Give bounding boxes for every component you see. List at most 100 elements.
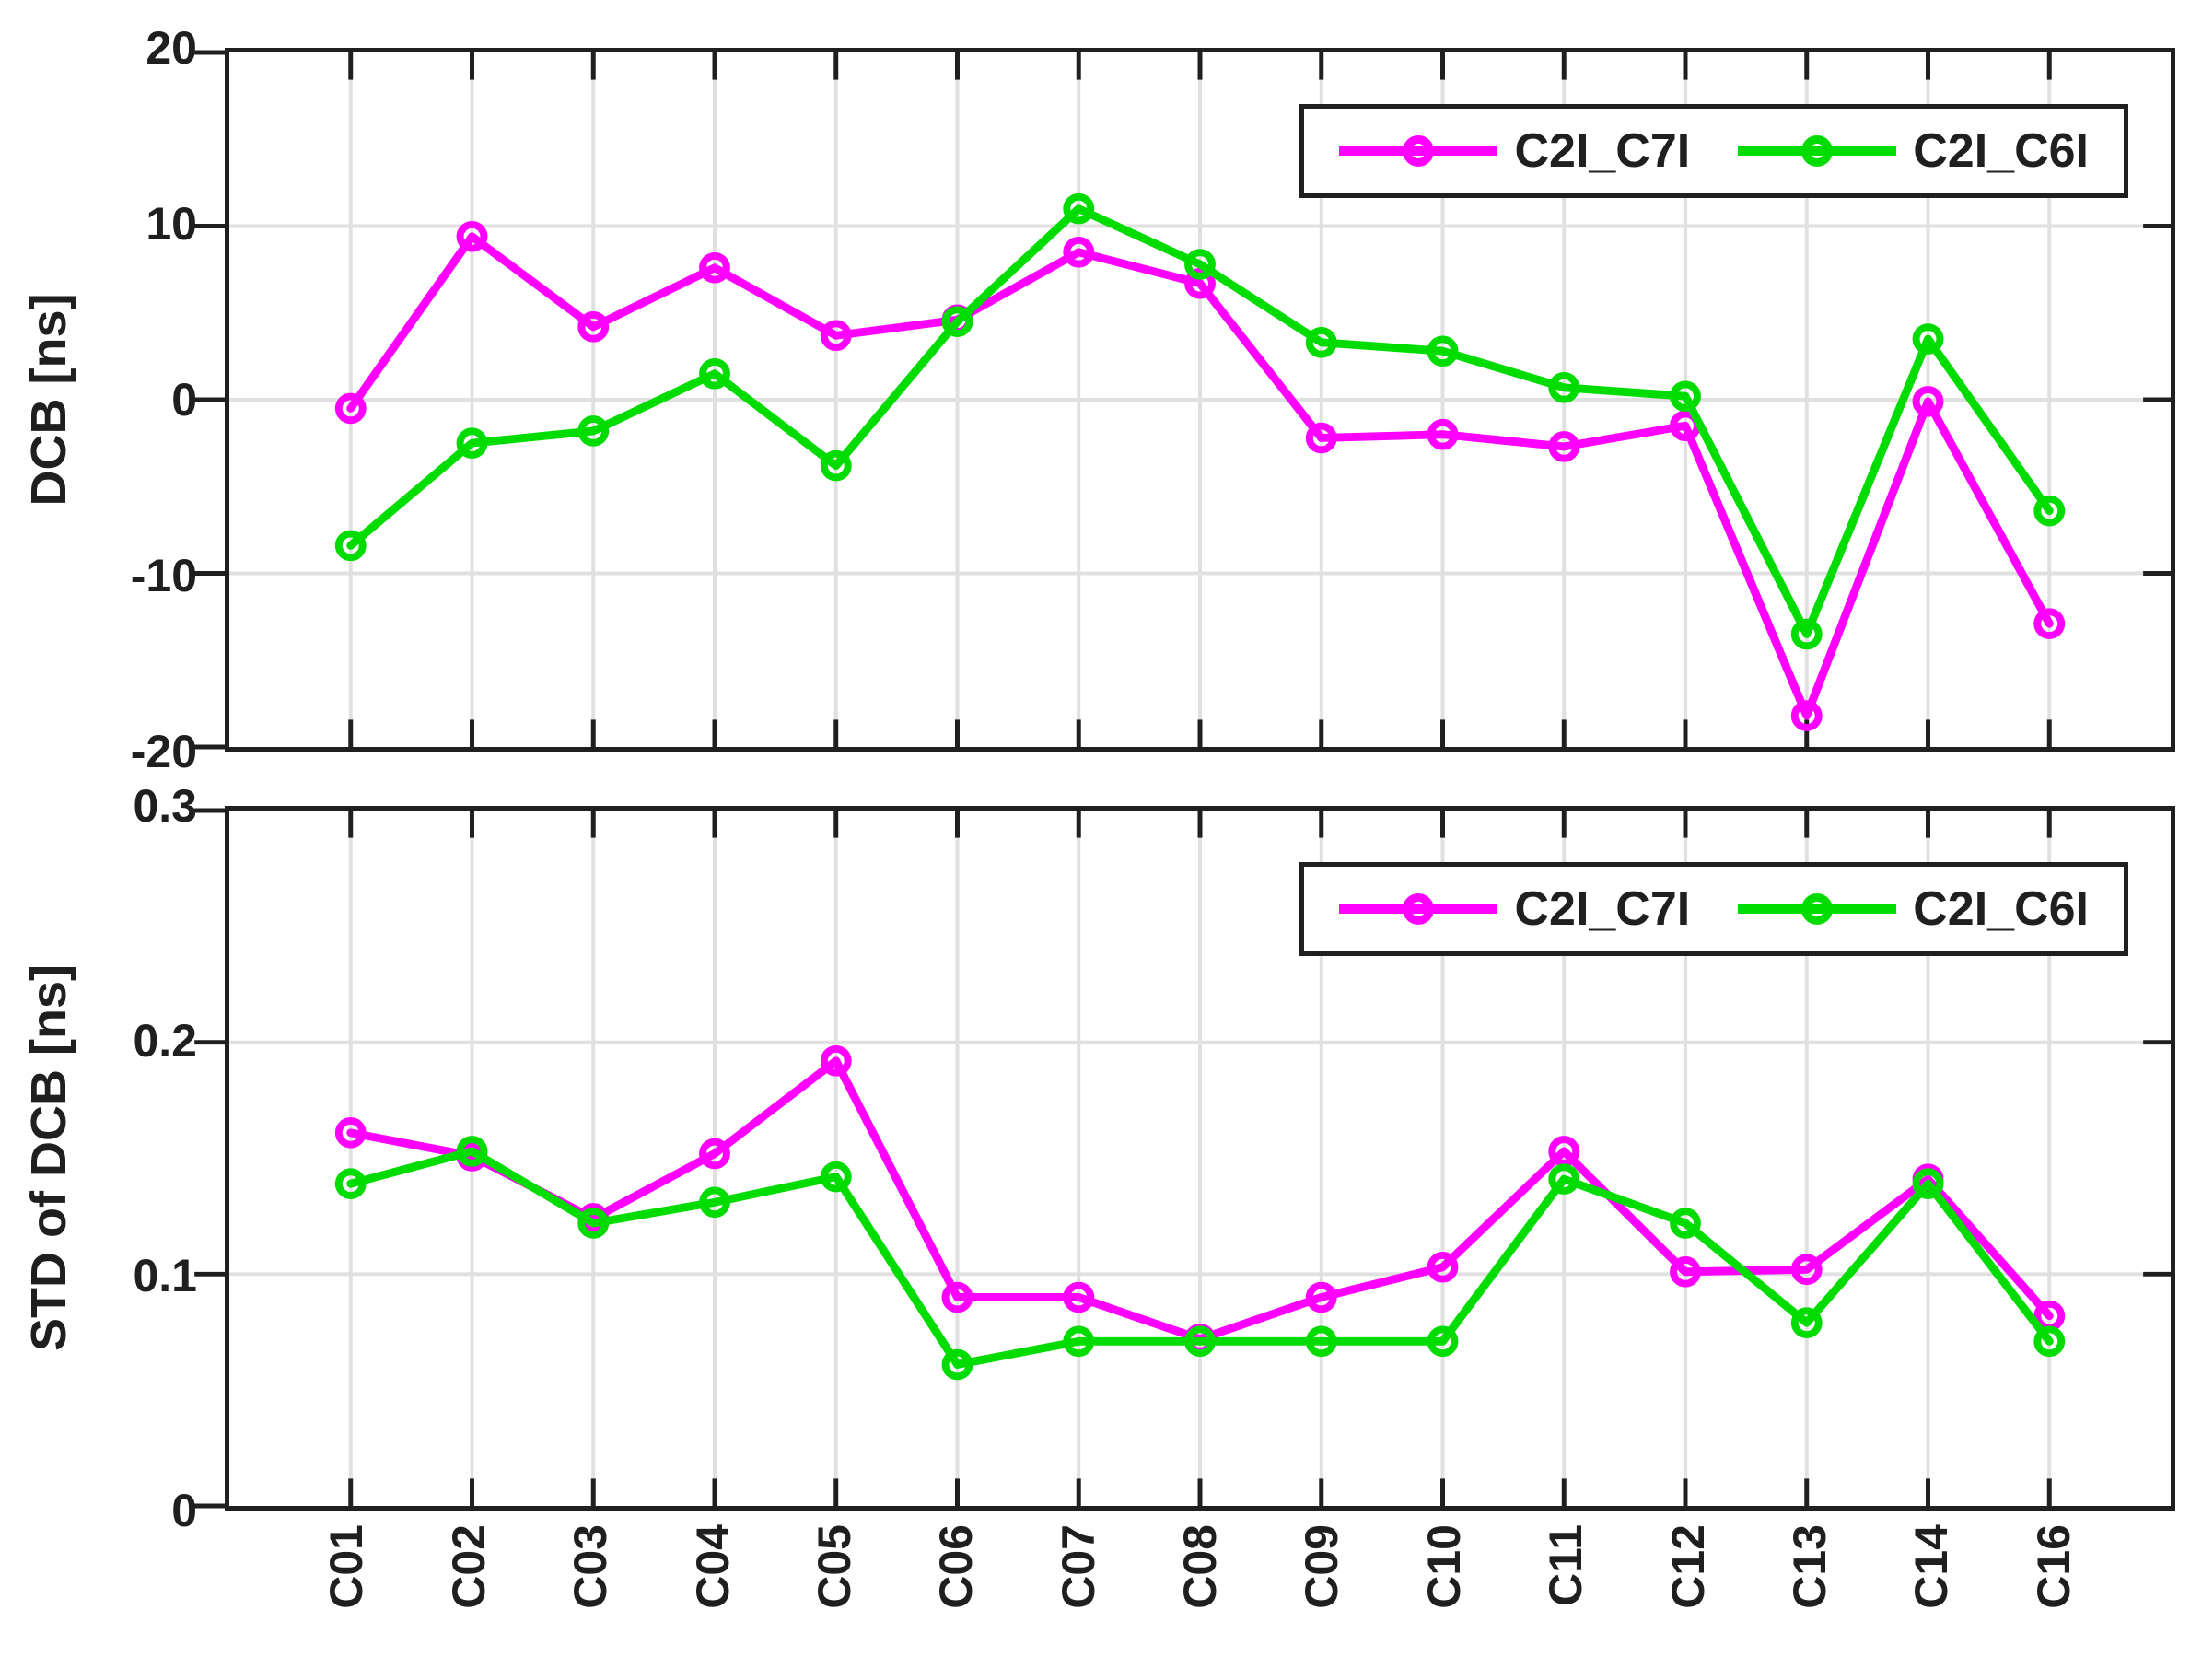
data-point-marker-C2I_C7I-C05 [820,1045,852,1077]
y-tick-label: 20 [146,22,197,74]
legend-label: C2I_C6I [1913,882,2089,936]
legend-dcb: C2I_C7I C2I_C6I [1299,104,2128,198]
legend-std: C2I_C7I C2I_C6I [1299,862,2128,956]
data-point-marker-C2I_C6I-C14 [1912,323,1944,355]
data-point-marker-C2I_C7I-C09 [1305,1281,1337,1313]
data-point-marker-C2I_C6I-C10 [1427,1325,1459,1358]
data-point-marker-C2I_C7I-C01 [334,1117,367,1149]
data-point-marker-C2I_C6I-C06 [941,1348,973,1381]
legend-label: C2I_C6I [1913,124,2089,178]
data-point-marker-C2I_C6I-C12 [1670,380,1701,413]
panel-std: C2I_C7I C2I_C6I [194,806,2175,1511]
y-axis-label-std: STD of DCB [ns] [21,964,76,1351]
data-point-marker-C2I_C7I-C12 [1670,1256,1701,1288]
data-point-marker-C2I_C7I-C07 [1063,236,1095,268]
legend-circle-marker-icon [1801,893,1834,925]
data-point-marker-C2I_C7I-C09 [1305,422,1337,454]
data-point-marker-C2I_C7I-C01 [334,392,367,425]
data-point-marker-C2I_C7I-C13 [1790,700,1823,731]
y-tick-label: 0 [171,1485,197,1536]
data-point-marker-C2I_C6I-C10 [1427,335,1459,367]
data-point-marker-C2I_C6I-C11 [1548,372,1580,403]
legend-label: C2I_C7I [1514,124,1691,178]
legend-label: C2I_C7I [1514,882,1691,936]
x-tick-label-C14: C14 [1905,1524,1958,1609]
data-point-marker-C2I_C7I-C06 [941,1281,973,1313]
data-point-marker-C2I_C7I-C10 [1427,1252,1459,1283]
x-tick-label-C06: C06 [930,1524,983,1609]
data-point-marker-C2I_C7I-C04 [699,1138,730,1170]
data-point-marker-C2I_C7I-C10 [1427,418,1459,450]
data-point-marker-C2I_C6I-C11 [1548,1163,1580,1195]
data-point-marker-C2I_C7I-C16 [2033,608,2066,639]
legend-item-c2i-c7i: C2I_C7I [1339,881,1690,937]
y-tick-label: 0.3 [133,780,197,832]
data-point-marker-C2I_C7I-C07 [1063,1281,1095,1313]
data-point-marker-C2I_C7I-C02 [456,221,488,252]
legend-circle-marker-icon [1801,135,1834,167]
y-tick-label: -20 [130,726,197,777]
x-tick-label-C09: C09 [1296,1524,1348,1609]
data-point-marker-C2I_C7I-C04 [699,251,730,284]
data-point-marker-C2I_C6I-C07 [1063,1325,1095,1358]
data-point-marker-C2I_C6I-C13 [1790,618,1823,650]
data-point-marker-C2I_C6I-C02 [456,1136,488,1167]
series-line-C2I_C6I [346,1147,2054,1369]
data-point-marker-C2I_C6I-C06 [941,306,973,337]
legend-item-c2i-c7i: C2I_C7I [1339,123,1690,179]
legend-sample [1339,134,1498,169]
series-line-C2I_C6I [346,204,2054,638]
legend-sample [1738,134,1897,169]
data-point-marker-C2I_C7I-C11 [1548,1136,1580,1167]
data-point-marker-C2I_C6I-C01 [334,1168,367,1199]
legend-circle-marker-icon [1403,135,1435,167]
legend-item-c2i-c6i: C2I_C6I [1738,881,2089,937]
legend-item-c2i-c6i: C2I_C6I [1738,123,2089,179]
x-tick-label-C12: C12 [1661,1524,1714,1609]
data-point-marker-C2I_C7I-C08 [1184,267,1216,299]
data-point-marker-C2I_C7I-C05 [820,320,852,352]
legend-circle-marker-icon [1403,893,1435,925]
data-point-marker-C2I_C6I-C05 [820,449,852,482]
x-tick-label-C08: C08 [1174,1524,1226,1609]
x-tick-label-C07: C07 [1052,1524,1104,1609]
data-point-marker-C2I_C7I-C14 [1912,386,1944,417]
data-point-marker-C2I_C6I-C14 [1912,1168,1944,1199]
plot-area-std [194,808,2171,1509]
x-tick-label-C03: C03 [565,1524,617,1609]
x-tick-label-C02: C02 [442,1524,495,1609]
x-tick-label-C16: C16 [2027,1524,2080,1609]
panel-dcb: C2I_C7I C2I_C6I [194,48,2175,752]
data-point-marker-C2I_C6I-C16 [2033,495,2066,527]
data-point-marker-C2I_C6I-C09 [1305,327,1337,358]
y-tick-label: 10 [146,198,197,250]
x-tick-label-C04: C04 [686,1524,739,1609]
y-tick-label: 0 [171,374,197,426]
y-tick-label: 0.1 [133,1250,197,1301]
y-tick-label: 0.2 [133,1015,197,1067]
data-point-marker-C2I_C6I-C01 [334,530,367,562]
data-point-marker-C2I_C6I-C08 [1184,1325,1216,1358]
series-line-C2I_C7I [346,232,2054,720]
data-point-marker-C2I_C6I-C04 [699,1186,730,1219]
data-point-marker-C2I_C6I-C03 [577,1208,610,1239]
data-point-marker-C2I_C6I-C04 [699,357,730,390]
legend-sample [1738,892,1897,927]
x-tick-label-C05: C05 [808,1524,860,1609]
x-tick-label-C10: C10 [1417,1524,1470,1609]
y-tick-label: -10 [130,550,197,601]
data-point-marker-C2I_C6I-C13 [1790,1307,1823,1338]
x-tick-label-C01: C01 [320,1524,373,1609]
data-point-marker-C2I_C7I-C11 [1548,431,1580,462]
legend-sample [1339,892,1498,927]
data-point-marker-C2I_C6I-C12 [1670,1208,1701,1239]
data-point-marker-C2I_C6I-C05 [820,1161,852,1193]
data-point-marker-C2I_C6I-C02 [456,427,488,459]
data-point-marker-C2I_C7I-C13 [1790,1254,1823,1286]
data-point-marker-C2I_C6I-C16 [2033,1325,2066,1358]
x-tick-label-C11: C11 [1540,1524,1592,1606]
data-point-marker-C2I_C6I-C03 [577,415,610,447]
x-tick-label-C13: C13 [1783,1524,1835,1609]
data-point-marker-C2I_C6I-C09 [1305,1325,1337,1358]
